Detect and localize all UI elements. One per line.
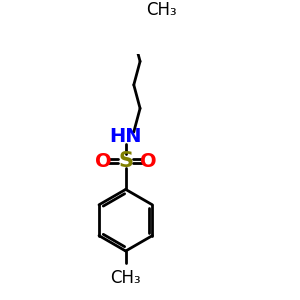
Text: O: O [140,152,157,170]
Text: S: S [118,151,133,171]
Text: CH₃: CH₃ [110,269,141,287]
Text: O: O [95,152,111,170]
Text: HN: HN [110,127,142,146]
Text: CH₃: CH₃ [147,1,177,19]
